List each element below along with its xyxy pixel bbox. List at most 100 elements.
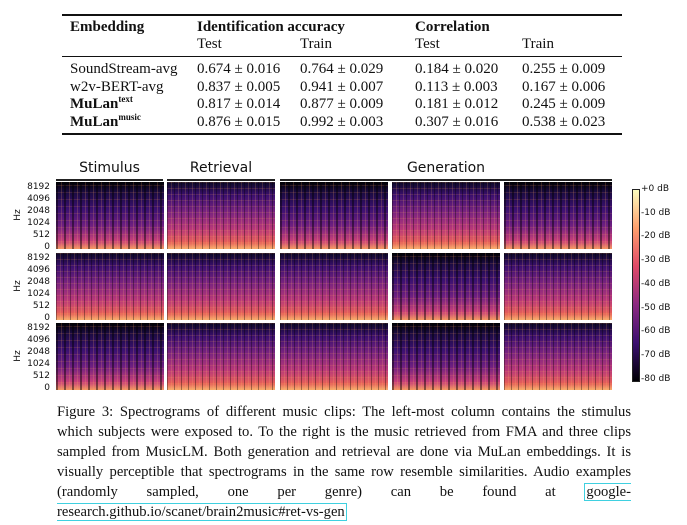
colorbar-tick-label: -60 dB (641, 326, 671, 337)
spectrogram-r1-c2 (167, 182, 275, 249)
y-tick-label: 0 (44, 383, 50, 393)
table-bottom-rule (62, 133, 622, 135)
cell-text: 0.255 ± 0.009 (522, 61, 606, 77)
corr-train-value: 0.167 ± 0.006 (522, 78, 606, 95)
colorbar-tick-label: -10 dB (641, 207, 671, 218)
generation-bracket (280, 179, 612, 181)
header-corr-test: Test (415, 36, 440, 52)
cell-text: 0.113 ± 0.003 (415, 78, 498, 95)
spectrogram-r3-c4 (392, 323, 500, 390)
column-header-generation: Generation (406, 160, 486, 176)
figure-caption: Figure 3: Spectrograms of different musi… (57, 402, 631, 522)
y-tick-label: 1024 (27, 289, 50, 299)
spectrogram-r3-c1 (56, 323, 164, 390)
colorbar-tick-label: -50 dB (641, 302, 671, 313)
cell-text: 0.167 ± 0.006 (522, 78, 606, 95)
cell-text: MuLan (70, 113, 119, 130)
column-header-retrieval: Retrieval (189, 160, 253, 176)
id-train-value: 0.992 ± 0.003 (300, 114, 383, 130)
y-tick-label: 4096 (27, 335, 50, 345)
spectrogram-r1-c4 (392, 182, 500, 249)
cell-text: 0.181 ± 0.012 (415, 96, 499, 112)
id-train-value: 0.941 ± 0.007 (300, 78, 384, 95)
retrieval-bracket (167, 179, 275, 181)
colorbar-tick-label: -80 dB (641, 373, 671, 384)
cell-text: 0.674 ± 0.016 (197, 61, 281, 77)
spectrogram-r2-c2 (167, 253, 275, 320)
corr-train-value: 0.245 ± 0.009 (522, 97, 605, 112)
y-tick-label: 8192 (27, 253, 50, 263)
corr-train-value: 0.538 ± 0.023 (522, 114, 605, 130)
id-test-value: 0.674 ± 0.016 (197, 62, 280, 77)
id-test-value: 0.837 ± 0.005 (197, 78, 281, 95)
cell-text: 0.245 ± 0.009 (522, 96, 606, 112)
y-tick-label: 8192 (27, 182, 50, 192)
y-axis-label: Hz (12, 350, 23, 362)
header-embedding: Embedding (70, 19, 145, 35)
y-tick-label: 1024 (27, 218, 50, 228)
id-train-value: 0.877 ± 0.009 (300, 97, 383, 112)
spectrogram-r2-c4 (392, 253, 500, 320)
colorbar-tick-label: -30 dB (641, 255, 671, 266)
cell-text: SoundStream-avg (70, 61, 178, 77)
cell-text: MuLan (70, 96, 119, 112)
y-tick-label: 2048 (27, 347, 50, 357)
y-tick-label: 2048 (27, 277, 50, 287)
spectrogram-r3-c5 (504, 323, 612, 390)
cell-text: 0.184 ± 0.020 (415, 61, 499, 77)
corr-test-value: 0.113 ± 0.003 (415, 78, 498, 95)
corr-train-value: 0.255 ± 0.009 (522, 62, 605, 77)
row-embedding-name: MuLantext (70, 94, 133, 112)
cell-text: 0.817 ± 0.014 (197, 96, 281, 112)
y-axis-label: Hz (12, 209, 23, 221)
cell-text: 0.764 ± 0.029 (300, 61, 384, 77)
corr-test-value: 0.307 ± 0.016 (415, 113, 499, 130)
spectrogram-r1-c1 (56, 182, 164, 249)
superscript: music (118, 111, 141, 122)
colorbar-tick-label: -40 dB (641, 278, 671, 289)
row-embedding-name: MuLanmusic (70, 111, 141, 130)
header-id-train: Train (300, 36, 332, 52)
y-tick-label: 1024 (27, 359, 50, 369)
colorbar-tick-label: -20 dB (641, 231, 671, 242)
cell-text: w2v-BERT-avg (70, 78, 164, 95)
audio-examples-link[interactable]: google-research.github.io/scanet/brain2m… (57, 483, 631, 521)
id-train-value: 0.764 ± 0.029 (300, 62, 383, 77)
colorbar-tick-label: +0 dB (641, 184, 670, 194)
y-tick-label: 512 (32, 371, 50, 381)
stimulus-bracket (56, 179, 163, 181)
caption-text: Figure 3: Spectrograms of different musi… (57, 404, 631, 500)
table-mid-rule (62, 56, 622, 57)
y-tick-label: 8192 (27, 323, 50, 333)
header-identification-accuracy: Identification accuracy (197, 19, 345, 35)
spectrogram-r3-c2 (167, 323, 275, 390)
cell-text: 0.837 ± 0.005 (197, 78, 281, 95)
spectrogram-r2-c5 (504, 253, 612, 320)
corr-test-value: 0.181 ± 0.012 (415, 97, 498, 112)
y-axis-label: Hz (12, 280, 23, 292)
y-tick-label: 0 (44, 242, 50, 252)
id-test-value: 0.817 ± 0.014 (197, 97, 280, 112)
superscript: text (118, 94, 133, 104)
cell-text: 0.941 ± 0.007 (300, 78, 384, 95)
id-test-value: 0.876 ± 0.015 (197, 113, 281, 130)
header-id-test: Test (197, 36, 222, 52)
column-header-stimulus: Stimulus (79, 160, 140, 176)
header-correlation: Correlation (415, 19, 490, 35)
y-tick-label: 4096 (27, 265, 50, 275)
y-tick-label: 0 (44, 313, 50, 323)
y-tick-label: 4096 (27, 194, 50, 204)
colorbar (632, 189, 640, 382)
y-tick-label: 2048 (27, 206, 50, 216)
spectrogram-r2-c3 (280, 253, 388, 320)
row-embedding-name: SoundStream-avg (70, 62, 177, 77)
colorbar-tick-label: -70 dB (641, 349, 671, 360)
corr-test-value: 0.184 ± 0.020 (415, 62, 498, 77)
y-tick-label: 512 (32, 230, 50, 240)
header-corr-train: Train (522, 36, 554, 52)
spectrogram-r3-c3 (280, 323, 388, 390)
spectrogram-r1-c5 (504, 182, 612, 249)
cell-text: 0.876 ± 0.015 (197, 113, 281, 130)
cell-text: 0.307 ± 0.016 (415, 113, 499, 130)
row-embedding-name: w2v-BERT-avg (70, 78, 164, 95)
